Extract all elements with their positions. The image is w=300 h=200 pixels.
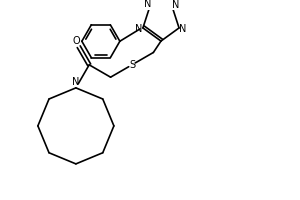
- Text: N: N: [144, 0, 152, 9]
- Text: N: N: [135, 24, 143, 34]
- Text: S: S: [129, 60, 135, 70]
- Text: N: N: [172, 0, 180, 10]
- Text: N: N: [72, 77, 80, 87]
- Text: N: N: [179, 24, 187, 34]
- Text: O: O: [72, 36, 80, 46]
